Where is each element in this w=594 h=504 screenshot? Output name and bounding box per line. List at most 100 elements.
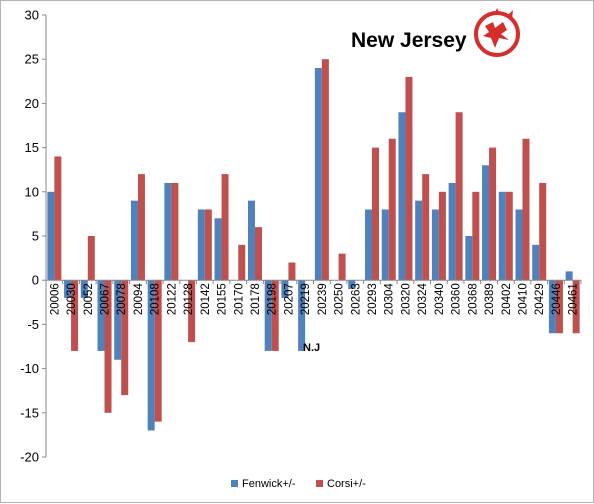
x-category-label: 20410 (517, 283, 529, 315)
bar-corsi-20067 (104, 280, 112, 413)
bar-fenwick-20078 (114, 280, 122, 360)
bar-fenwick-20410 (515, 209, 523, 281)
bar-fenwick-20324 (415, 200, 423, 281)
y-tick-label: 30 (25, 8, 39, 23)
bar-corsi-20461 (572, 280, 580, 334)
x-category-label: 20155 (217, 283, 229, 315)
y-tick-label: -5 (27, 317, 39, 332)
x-category-label: 20324 (417, 283, 429, 316)
bar-corsi-20304 (388, 138, 396, 281)
x-category-label: 20293 (367, 283, 379, 315)
bar-corsi-20108 (154, 280, 162, 422)
bars (47, 59, 580, 431)
legend: Fenwick+/- Corsi+/- (231, 478, 366, 490)
bar-corsi-20128 (188, 280, 196, 343)
bar-fenwick-20429 (532, 244, 540, 281)
x-category-label: 20094 (133, 283, 145, 316)
x-category-label: 20368 (467, 283, 479, 315)
x-category-label: 20304 (384, 283, 396, 316)
x-category-label: 20402 (501, 283, 513, 315)
bar-fenwick-20293 (365, 209, 373, 281)
bar-fenwick-20006 (47, 191, 55, 281)
bar-corsi-20250 (338, 253, 346, 281)
bar-fenwick-20198 (264, 280, 272, 351)
bar-corsi-20094 (137, 174, 145, 281)
bar-fenwick-20155 (214, 218, 222, 281)
bar-fenwick-20402 (498, 191, 506, 281)
y-axis: -20 -15 -10 -5 0 5 10 15 20 25 30 (20, 8, 47, 465)
bar-fenwick-20446 (548, 280, 556, 334)
bar-corsi-20155 (221, 174, 229, 281)
bar-corsi-20170 (238, 244, 246, 281)
x-category-label: 20461 (568, 283, 580, 315)
bar-fenwick-20122 (164, 182, 172, 281)
bar-corsi-20122 (171, 182, 179, 281)
bar-corsi-20293 (372, 147, 380, 281)
x-category-label: 20219 (300, 283, 312, 315)
bar-corsi-20340 (438, 191, 446, 281)
x-category-label: 20078 (116, 283, 128, 315)
bar-fenwick-20320 (398, 112, 406, 281)
x-category-label: 20239 (317, 283, 329, 315)
x-category-label: 20446 (551, 283, 563, 315)
y-tick-label: -20 (20, 450, 39, 465)
bar-fenwick-20340 (431, 209, 439, 281)
y-tick-label: 20 (25, 96, 39, 111)
x-category-label: 20108 (150, 283, 162, 315)
y-tick-label: 0 (32, 273, 39, 288)
x-category-label: 20360 (451, 283, 463, 315)
x-category-label: 20389 (484, 283, 496, 315)
x-category-label: 20207 (283, 283, 295, 315)
y-tick-label: -10 (20, 361, 39, 376)
x-axis (45, 279, 582, 285)
bar-corsi-20239 (321, 59, 329, 281)
bar-fenwick-20219 (298, 280, 306, 351)
bar-fenwick-20239 (314, 68, 322, 281)
bar-fenwick-20263 (348, 280, 356, 290)
bar-fenwick-20207 (281, 280, 289, 298)
bar-corsi-20410 (522, 138, 530, 281)
bar-corsi-20429 (539, 182, 547, 281)
bar-corsi-20402 (505, 191, 513, 281)
bar-fenwick-20178 (247, 200, 255, 281)
nj-annotation: N.J (303, 342, 320, 354)
x-category-label: 20142 (200, 283, 212, 315)
y-tick-label: 15 (25, 140, 39, 155)
bar-corsi-20006 (54, 156, 62, 281)
bar-corsi-20446 (555, 280, 563, 334)
bar-fenwick-20067 (97, 280, 105, 351)
bar-fenwick-20030 (64, 280, 72, 298)
x-category-label: 20340 (434, 283, 446, 315)
bar-corsi-20198 (271, 280, 279, 351)
devils-logo-icon (474, 8, 520, 57)
bar-fenwick-20052 (80, 280, 88, 298)
x-category-label: 20128 (183, 283, 195, 315)
x-category-label: 20052 (83, 283, 95, 315)
legend-label-corsi: Corsi+/- (327, 478, 366, 490)
bar-corsi-20078 (121, 280, 129, 396)
x-category-label: 20263 (350, 283, 362, 315)
chart-title: New Jersey (351, 29, 467, 52)
x-category-label: 20429 (534, 283, 546, 315)
y-tick-label: 10 (25, 184, 39, 199)
bar-fenwick-20108 (147, 280, 155, 431)
legend-label-fenwick: Fenwick+/- (242, 478, 296, 490)
y-tick-label: 25 (25, 52, 39, 67)
bar-corsi-20368 (472, 191, 480, 281)
bar-fenwick-20304 (381, 209, 389, 281)
bar-corsi-20360 (455, 112, 463, 281)
bar-fenwick-20461 (565, 271, 573, 281)
bar-corsi-20389 (489, 147, 497, 281)
bar-corsi-20320 (405, 76, 413, 281)
x-category-label: 20067 (100, 283, 112, 315)
bar-fenwick-20360 (448, 182, 456, 281)
bar-fenwick-20094 (130, 200, 138, 281)
x-category-label: 20198 (267, 283, 279, 315)
bar-corsi-20324 (422, 174, 430, 281)
bar-corsi-20142 (204, 209, 212, 281)
x-category-label: 20320 (400, 283, 412, 315)
x-category-label: 20030 (66, 283, 78, 315)
y-tick-label: -15 (20, 405, 39, 420)
